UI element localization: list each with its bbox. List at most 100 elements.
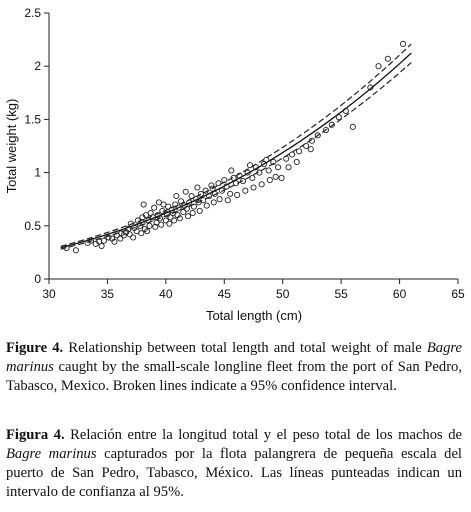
data-point xyxy=(278,174,285,181)
data-point xyxy=(155,199,162,206)
data-point xyxy=(256,169,263,176)
data-point xyxy=(293,158,300,166)
data-point xyxy=(265,167,272,174)
data-point xyxy=(228,167,235,174)
x-axis-label: Total length (cm) xyxy=(206,308,302,323)
fitted-curve-line xyxy=(60,52,412,249)
data-point xyxy=(194,184,201,191)
x-tick-label: 65 xyxy=(451,287,465,301)
y-tick-label: 1 xyxy=(34,166,41,180)
y-tick-label: 1.5 xyxy=(24,112,41,126)
data-point xyxy=(274,164,282,171)
data-point xyxy=(202,187,209,194)
x-tick-label: 50 xyxy=(276,287,290,301)
data-point xyxy=(209,185,216,192)
data-point xyxy=(203,202,210,209)
data-point xyxy=(180,208,187,216)
data-point xyxy=(151,204,158,211)
x-tick-label: 45 xyxy=(218,287,232,301)
data-point xyxy=(246,162,254,169)
data-point xyxy=(263,156,270,163)
data-point xyxy=(130,234,137,241)
data-point xyxy=(168,206,175,213)
caption-text: Relación entre la longitud total y el pe… xyxy=(64,427,462,443)
data-point xyxy=(111,238,118,245)
data-point xyxy=(185,213,192,220)
data-point xyxy=(182,188,189,195)
data-point xyxy=(215,180,222,187)
data-point xyxy=(342,107,349,114)
confidence-band-line xyxy=(60,43,412,247)
data-point xyxy=(224,197,231,204)
y-tick-label: 0 xyxy=(34,272,41,286)
data-point xyxy=(384,55,391,62)
caption-label: Figura 4. xyxy=(6,427,65,443)
data-point xyxy=(308,137,315,144)
y-tick-label: 0.5 xyxy=(24,219,41,233)
data-point xyxy=(88,237,95,244)
data-point xyxy=(210,199,217,206)
data-point xyxy=(272,173,279,180)
data-point xyxy=(239,178,247,185)
data-point xyxy=(177,198,185,205)
data-point xyxy=(335,114,342,121)
data-point xyxy=(144,228,151,235)
data-point xyxy=(249,174,256,181)
data-point xyxy=(196,207,203,214)
data-point xyxy=(289,151,296,158)
caption-text: Relationship between total length and to… xyxy=(63,340,427,356)
data-point xyxy=(322,126,330,134)
data-point xyxy=(367,84,374,91)
data-point xyxy=(307,146,314,153)
x-tick-label: 35 xyxy=(101,287,115,301)
data-point xyxy=(146,222,153,229)
data-point xyxy=(175,204,182,211)
data-point xyxy=(190,203,197,210)
data-point xyxy=(223,183,230,190)
y-axis: 0 0.5 1 1.5 2 2.5 xyxy=(24,6,50,286)
data-point xyxy=(117,235,124,242)
data-point xyxy=(197,190,204,197)
data-point xyxy=(244,169,251,176)
data-point xyxy=(230,174,237,181)
x-axis: 30 35 40 45 50 55 60 65 xyxy=(42,278,465,301)
data-point xyxy=(127,220,134,227)
data-point xyxy=(158,221,165,228)
y-axis-label: Total weight (kg) xyxy=(4,99,19,194)
caption-species: Bagre marinus xyxy=(6,446,97,462)
x-tick-label: 55 xyxy=(334,287,348,301)
y-tick-label: 2.5 xyxy=(24,6,41,20)
data-point xyxy=(98,242,105,250)
data-point xyxy=(138,230,145,237)
data-point xyxy=(173,192,180,200)
data-point xyxy=(166,220,173,227)
data-point xyxy=(140,201,147,208)
data-point xyxy=(216,196,223,203)
data-point xyxy=(183,205,190,212)
x-tick-label: 30 xyxy=(42,287,56,301)
data-point xyxy=(296,148,303,155)
data-point xyxy=(232,180,240,187)
data-point xyxy=(266,176,273,184)
figure-caption-spanish: Figura 4. Relación entre la longitud tot… xyxy=(6,426,462,502)
data-point xyxy=(152,223,159,230)
data-point xyxy=(270,158,277,166)
data-point xyxy=(283,155,290,162)
data-point xyxy=(176,215,183,222)
data-point xyxy=(250,184,257,191)
data-points xyxy=(63,40,407,254)
data-point xyxy=(328,121,335,128)
data-point xyxy=(156,215,164,222)
caption-text: capturados por la flota palangrera de pe… xyxy=(6,446,462,500)
data-point xyxy=(159,207,166,214)
data-point xyxy=(211,190,218,197)
x-tick-label: 40 xyxy=(159,287,173,301)
data-point xyxy=(100,237,107,244)
data-point xyxy=(252,164,259,171)
confidence-band-line xyxy=(60,62,412,250)
data-point xyxy=(126,231,133,238)
data-point xyxy=(314,132,321,139)
y-tick-label: 2 xyxy=(34,59,41,73)
data-point xyxy=(236,172,243,179)
data-point xyxy=(234,191,241,198)
